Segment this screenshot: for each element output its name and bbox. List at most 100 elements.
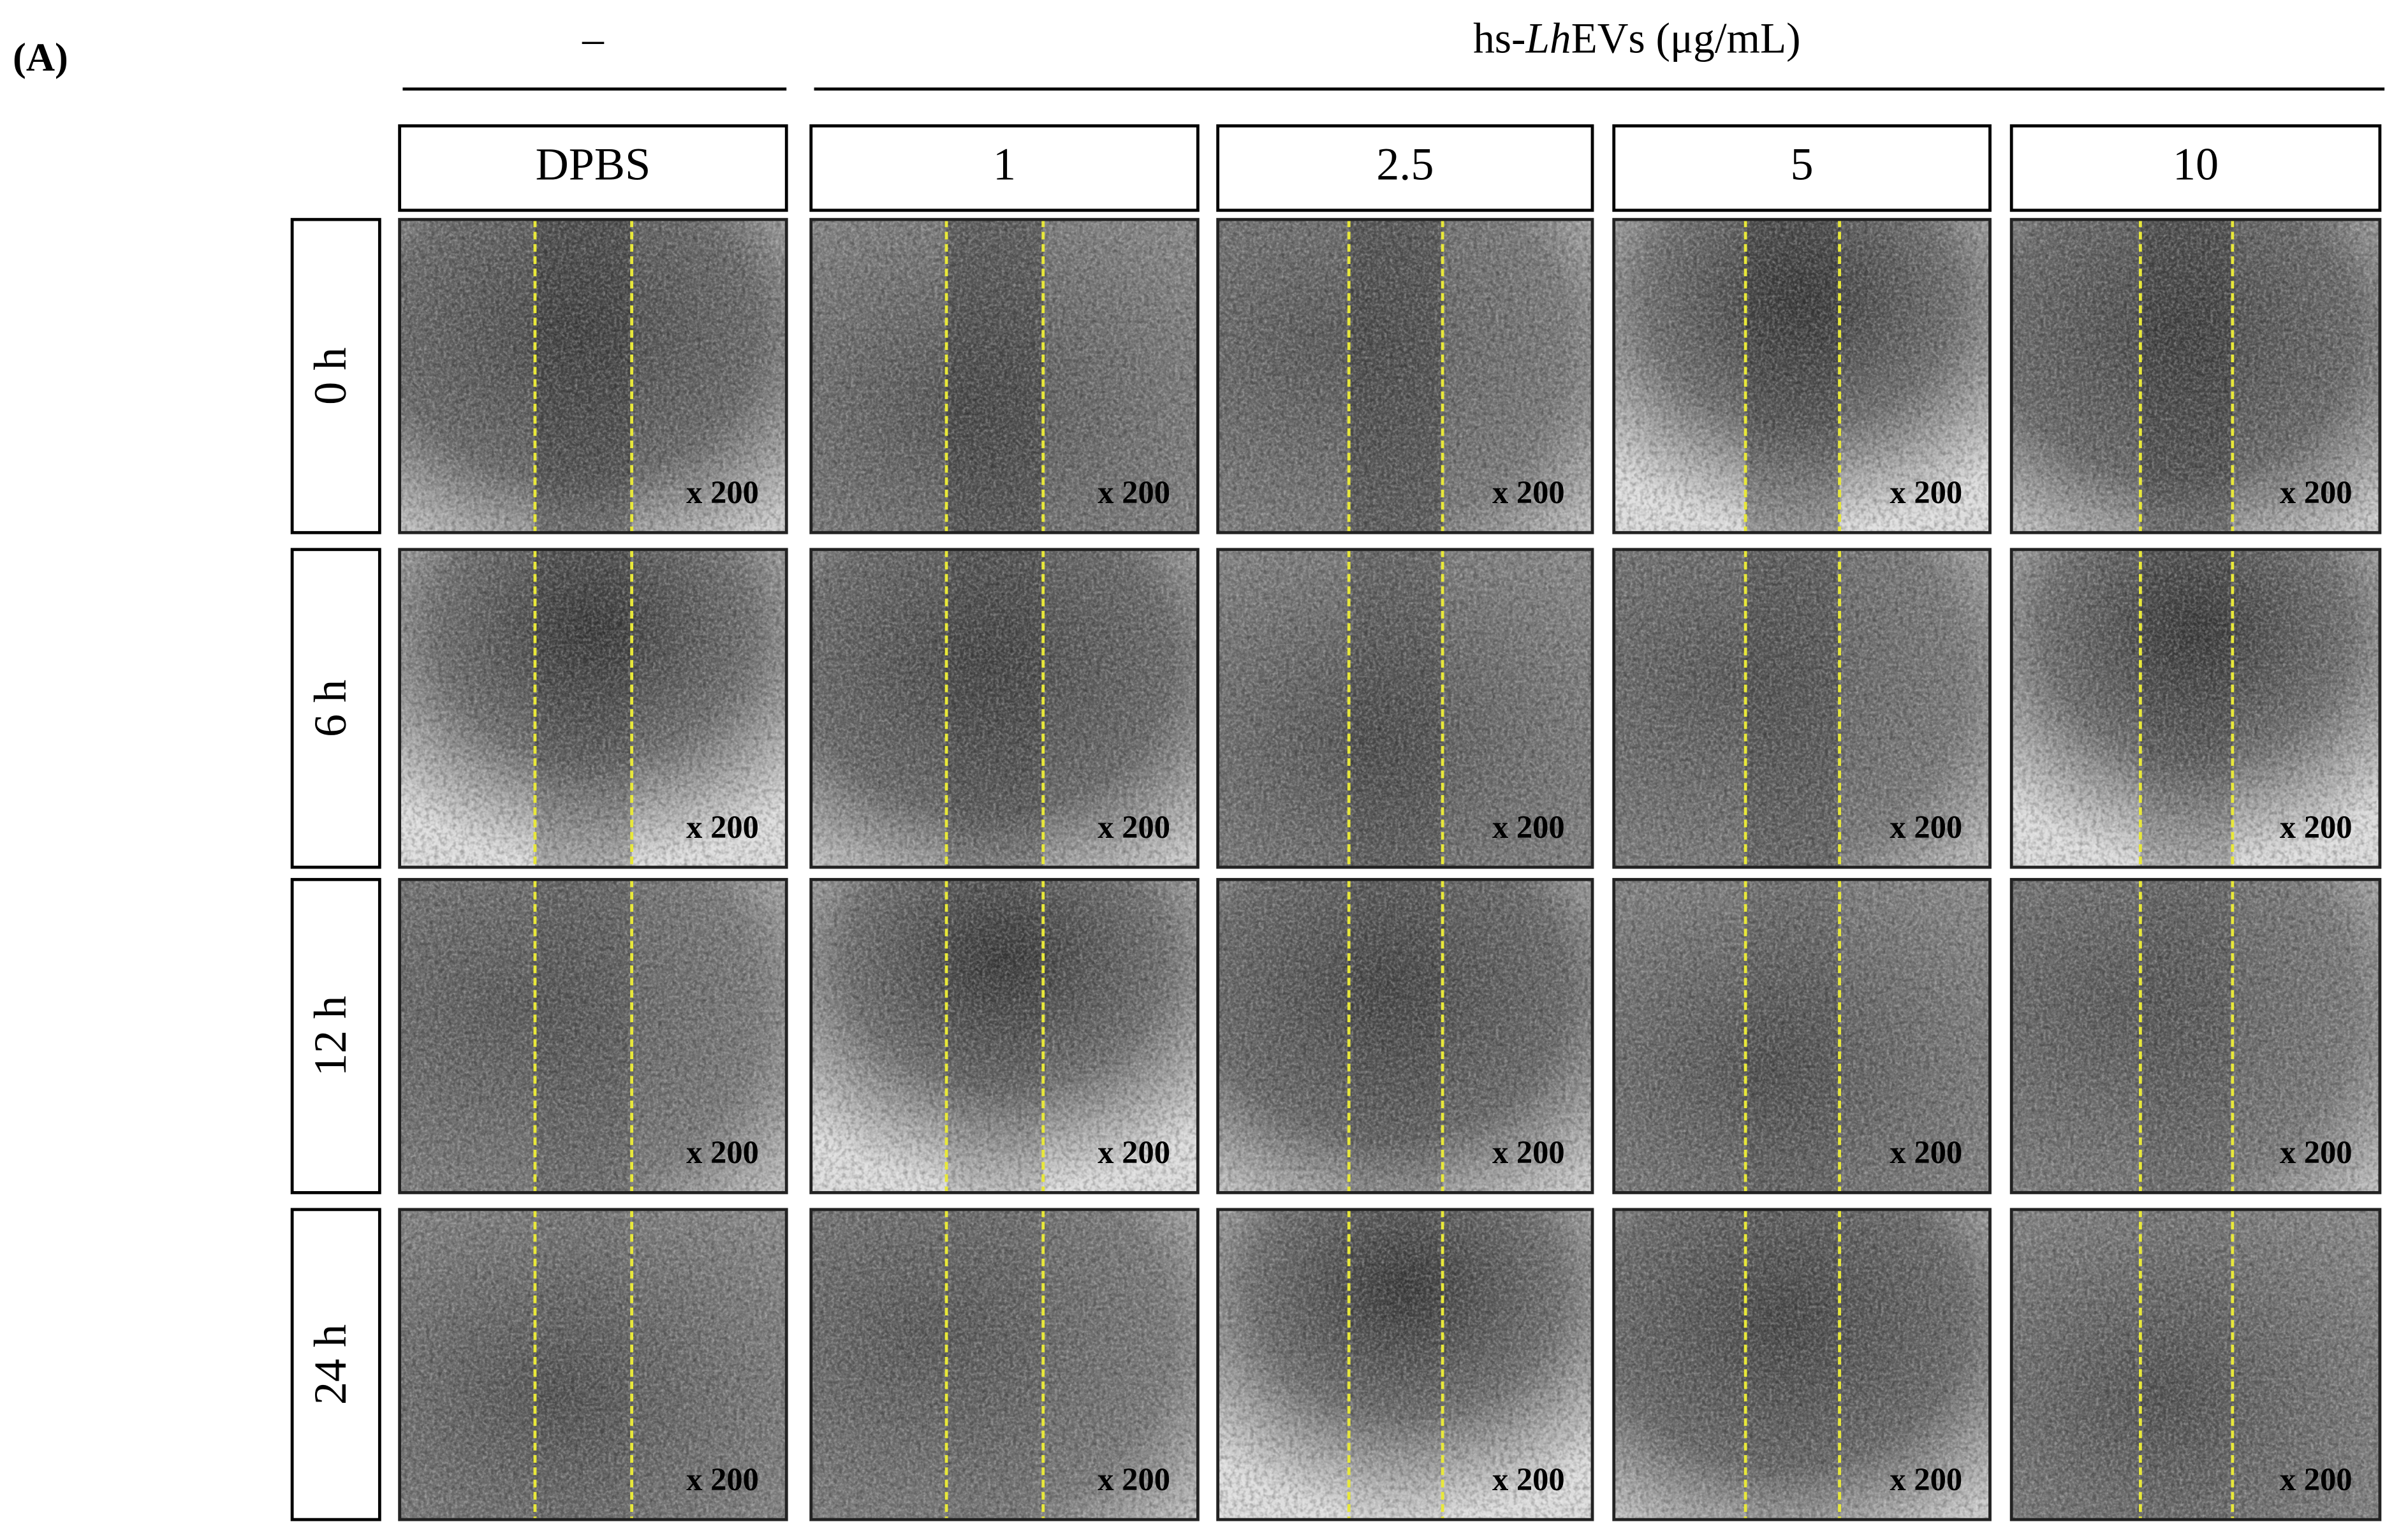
- micrograph-border: [1612, 877, 1992, 1194]
- micrograph-border: [2009, 1208, 2382, 1521]
- micrograph: x 200: [1216, 217, 1594, 534]
- micrograph: x 200: [398, 217, 788, 534]
- cell-texture: [811, 1209, 1198, 1520]
- micrograph-border: [2009, 217, 2382, 534]
- column-header-box: [1216, 124, 1594, 212]
- row-header: 12 h: [305, 996, 356, 1076]
- magnification-label: x 200: [1890, 1134, 1962, 1170]
- micrograph: x 200: [1612, 877, 1992, 1194]
- column-header-box: [809, 124, 1200, 212]
- cell-texture: [399, 879, 787, 1193]
- micrograph-border: [809, 877, 1200, 1194]
- magnification-label: x 200: [1098, 1134, 1170, 1170]
- column-header: 2.5: [1376, 138, 1434, 189]
- panel-label: (A): [13, 35, 68, 80]
- group-label-part: Lh: [1525, 15, 1571, 62]
- magnification-label: x 200: [1492, 474, 1565, 510]
- micrograph-border: [1612, 217, 1992, 534]
- micrograph: x 200: [398, 877, 788, 1194]
- micrograph: x 200: [398, 1208, 788, 1521]
- micrograph-border: [809, 1208, 1200, 1521]
- cell-texture: [1217, 549, 1593, 868]
- row-header: 6 h: [305, 680, 356, 737]
- cell-texture: [399, 219, 787, 533]
- micrograph: x 200: [1216, 877, 1594, 1194]
- magnification-label: x 200: [1890, 474, 1962, 510]
- micrograph-border: [1612, 548, 1992, 869]
- group-label: –: [582, 15, 605, 62]
- micrograph: x 200: [2009, 1208, 2382, 1521]
- magnification-label: x 200: [686, 1134, 759, 1170]
- micrograph: x 200: [1216, 1208, 1594, 1521]
- magnification-label: x 200: [686, 1461, 759, 1497]
- micrograph: x 200: [809, 877, 1200, 1194]
- row-header-box: [290, 1208, 381, 1521]
- micrograph-border: [809, 217, 1200, 534]
- magnification-label: x 200: [686, 809, 759, 845]
- micrograph-border: [2009, 548, 2382, 869]
- row-header-box: [290, 877, 381, 1194]
- cell-texture: [1613, 1209, 1990, 1520]
- micrograph-border: [1612, 1208, 1992, 1521]
- group-label-part: EVs (μg/mL): [1571, 15, 1801, 62]
- column-header-box: [2009, 124, 2382, 212]
- magnification-label: x 200: [686, 474, 759, 510]
- micrograph-border: [809, 548, 1200, 869]
- cell-texture: [811, 219, 1198, 533]
- cell-texture: [1217, 219, 1593, 533]
- magnification-label: x 200: [1492, 809, 1565, 845]
- cell-texture: [2011, 549, 2380, 868]
- micrograph: x 200: [809, 217, 1200, 534]
- cell-texture: [2011, 219, 2380, 533]
- micrograph: x 200: [809, 548, 1200, 869]
- micrograph-border: [1216, 217, 1594, 534]
- micrograph: x 200: [1612, 548, 1992, 869]
- micrograph-border: [1216, 548, 1594, 869]
- micrograph-border: [398, 1208, 788, 1521]
- cell-texture: [399, 549, 787, 868]
- micrograph: x 200: [398, 548, 788, 869]
- cell-texture: [399, 1209, 787, 1520]
- magnification-label: x 200: [1492, 1461, 1565, 1497]
- cell-texture: [1613, 219, 1990, 533]
- group-label-part: hs-: [1473, 15, 1525, 62]
- cell-texture: [2011, 879, 2380, 1193]
- magnification-label: x 200: [1098, 474, 1170, 510]
- column-header: 1: [993, 138, 1016, 189]
- magnification-label: x 200: [1890, 1461, 1962, 1497]
- column-header: 10: [2173, 138, 2219, 189]
- cell-texture: [1217, 879, 1593, 1193]
- micrograph-border: [1216, 877, 1594, 1194]
- cell-texture: [1217, 1209, 1593, 1520]
- row-header: 0 h: [305, 348, 356, 405]
- micrograph: x 200: [1612, 1208, 1992, 1521]
- micrograph: x 200: [2009, 548, 2382, 869]
- micrograph-border: [1216, 1208, 1594, 1521]
- micrograph: x 200: [2009, 217, 2382, 534]
- magnification-label: x 200: [1098, 1461, 1170, 1497]
- micrograph-border: [2009, 877, 2382, 1194]
- magnification-label: x 200: [2280, 1134, 2353, 1170]
- cell-texture: [1613, 549, 1990, 868]
- magnification-label: x 200: [2280, 474, 2353, 510]
- magnification-label: x 200: [1492, 1134, 1565, 1170]
- micrograph: x 200: [1612, 217, 1992, 534]
- group-label: hs-LhEVs (μg/mL): [1473, 15, 1800, 62]
- micrograph-border: [398, 217, 788, 534]
- cell-texture: [2011, 1209, 2380, 1520]
- cell-texture: [811, 879, 1198, 1193]
- magnification-label: x 200: [1890, 809, 1962, 845]
- cell-texture: [1613, 879, 1990, 1193]
- micrograph: x 200: [809, 1208, 1200, 1521]
- micrograph: x 200: [1216, 548, 1594, 869]
- magnification-label: x 200: [2280, 809, 2353, 845]
- row-header: 24 h: [305, 1324, 356, 1405]
- cell-texture: [811, 549, 1198, 868]
- column-header: DPBS: [536, 138, 651, 189]
- column-header-box: [1612, 124, 1992, 212]
- row-header-box: [290, 548, 381, 869]
- micrograph: x 200: [2009, 877, 2382, 1194]
- magnification-label: x 200: [2280, 1461, 2353, 1497]
